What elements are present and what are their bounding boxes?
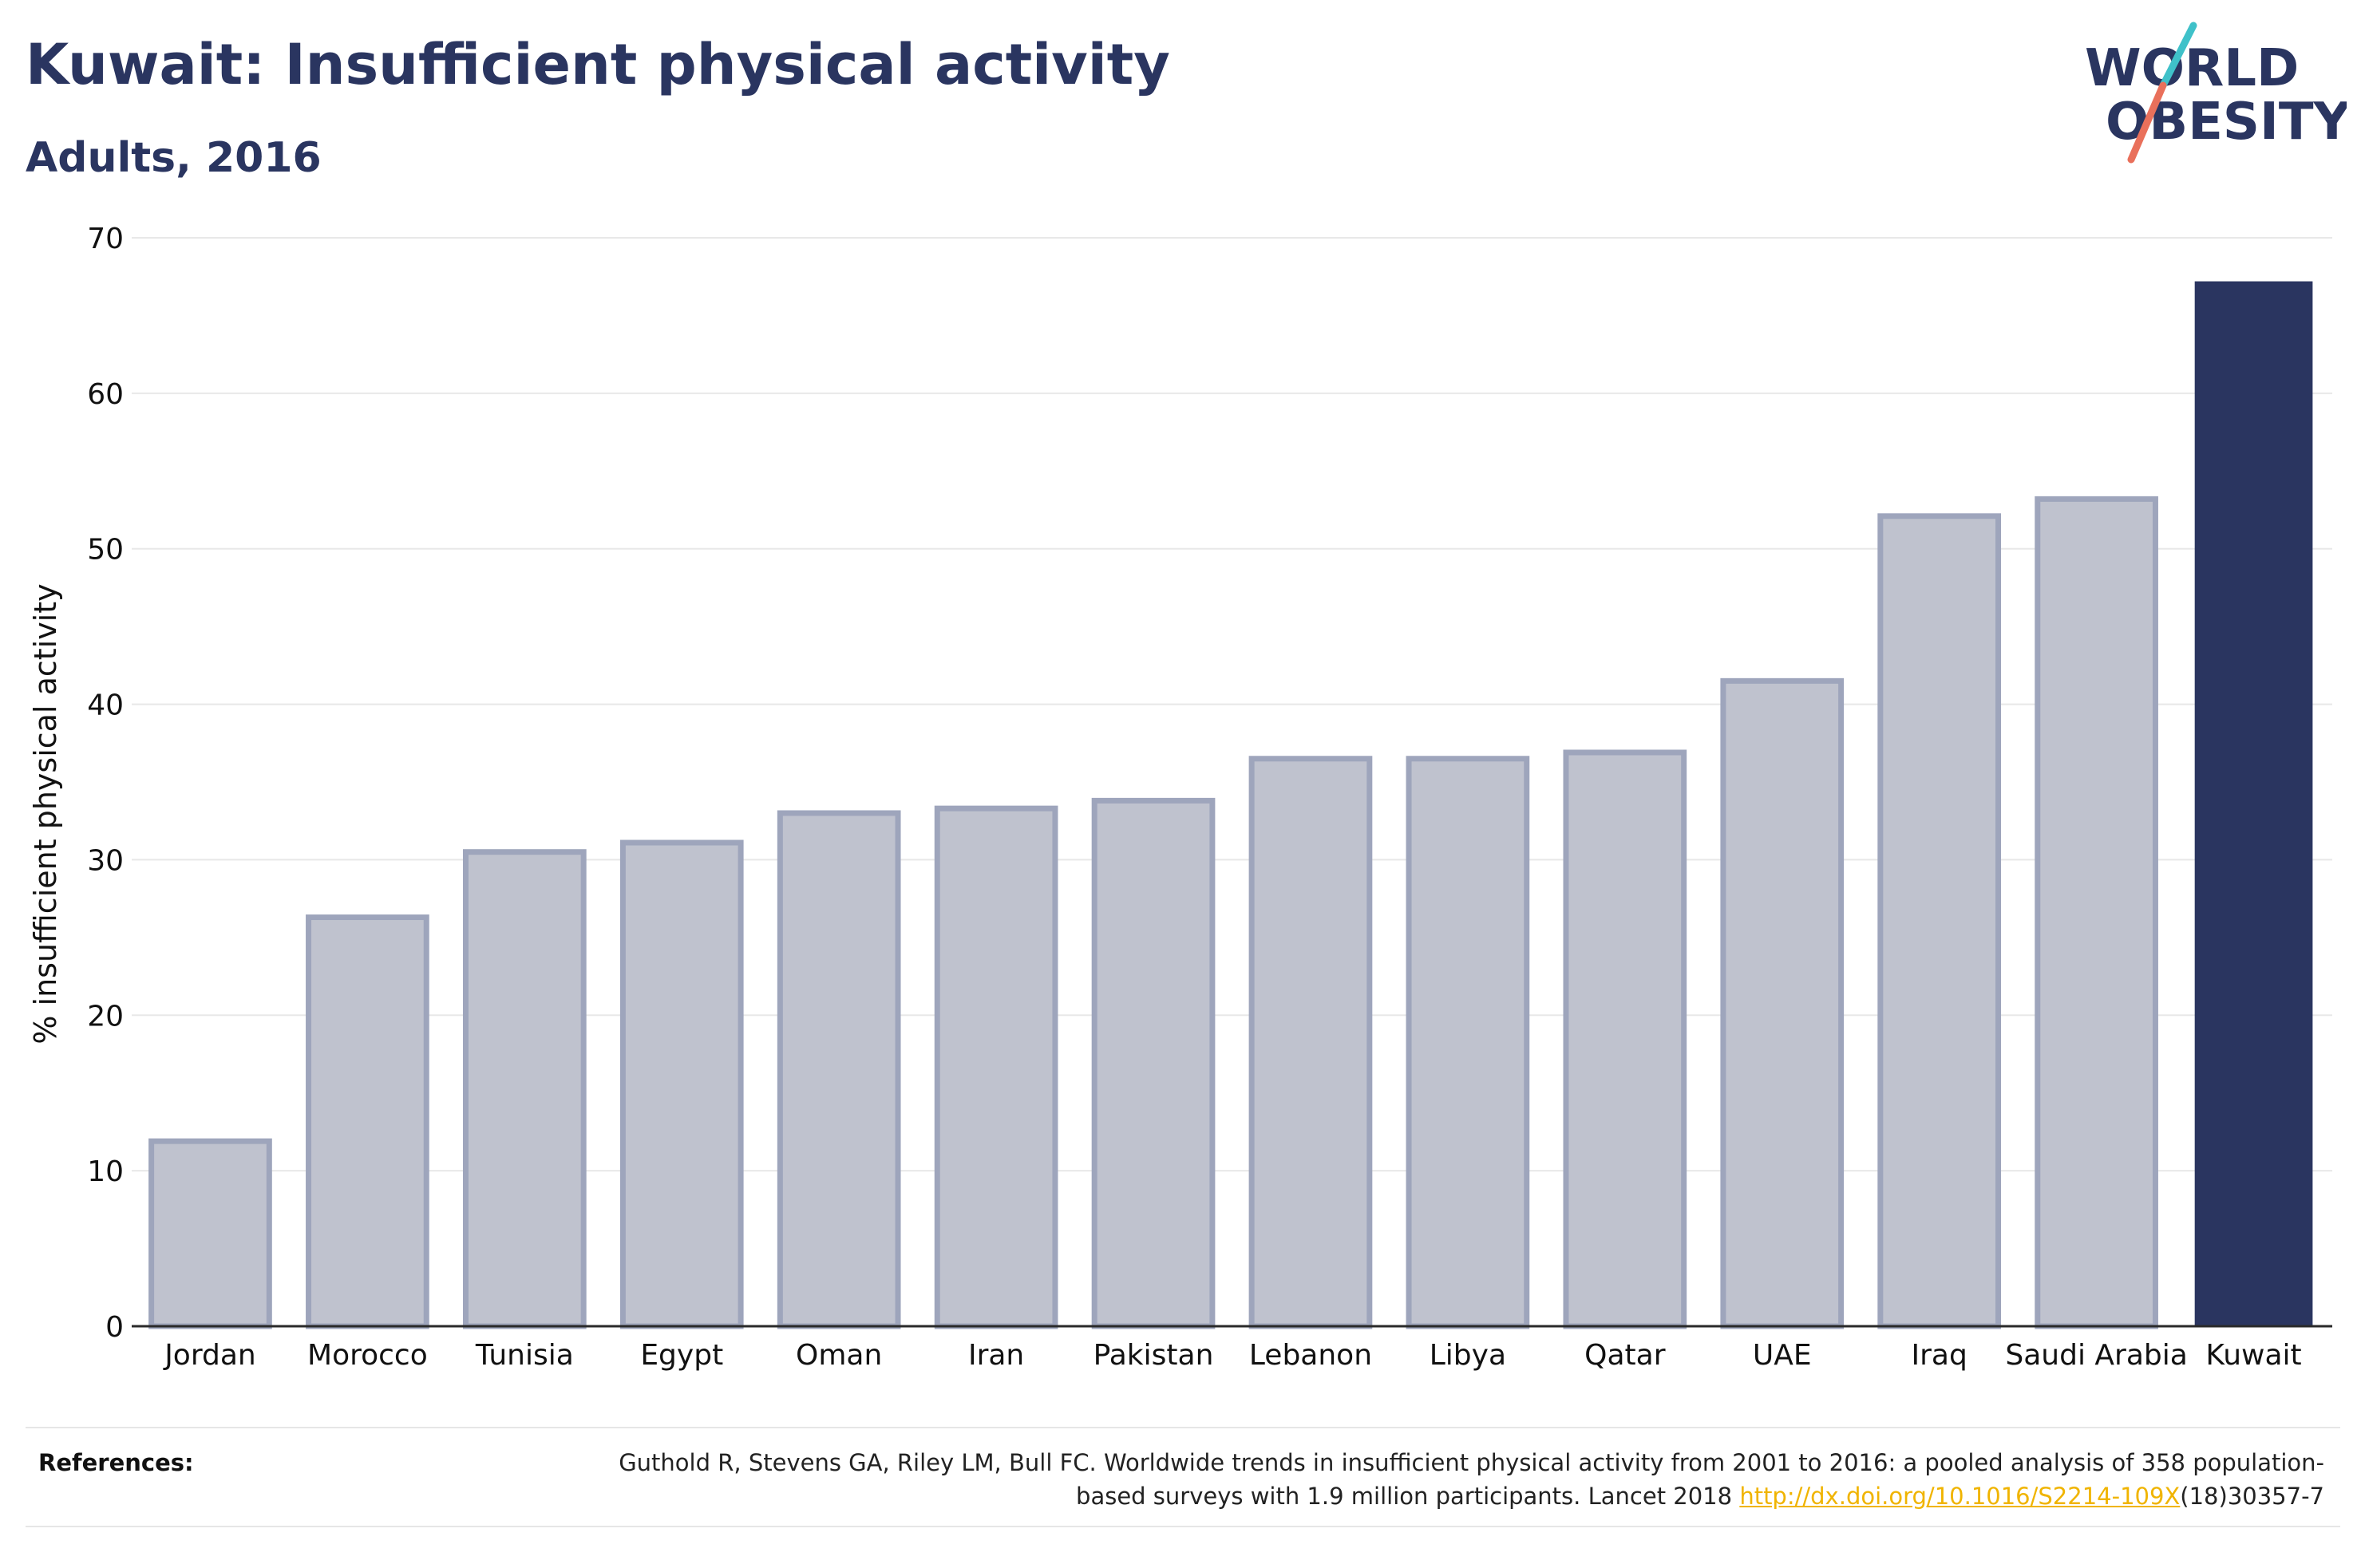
x-tick-label-tunisia: Tunisia (475, 1339, 574, 1372)
bar-morocco (306, 914, 429, 1329)
references-divider-bottom (26, 1526, 2340, 1527)
x-tick-labels: Jordan Morocco Tunisia Egypt Oman Iran Pakista… (163, 1339, 2301, 1372)
y-tick-label-10: 10 (87, 1155, 124, 1188)
grid-lines (132, 237, 2332, 1172)
y-tick-label-40: 40 (87, 689, 124, 722)
y-tick-label-70: 70 (87, 223, 124, 255)
bar-iraq (1877, 513, 2002, 1329)
x-tick-label-libya: Libya (1430, 1339, 1506, 1372)
logo-word-world: WORLD (2085, 39, 2299, 98)
x-tick-label-oman: Oman (796, 1339, 882, 1372)
x-tick-label-lebanon: Lebanon (1249, 1339, 1372, 1372)
bar-pakistan (1091, 797, 1216, 1329)
bar-chart: 0 10 20 30 40 50 60 70 Jordan Morocco Tunisia Egyp… (28, 223, 2332, 1372)
chart-subtitle: Adults, 2016 (26, 134, 322, 182)
bar-kuwait (2194, 281, 2313, 1326)
x-tick-label-morocco: Morocco (307, 1339, 428, 1372)
references-text: Guthold R, Stevens GA, Riley LM, Bull FC… (608, 1446, 2324, 1513)
logo-slash-teal (2159, 22, 2197, 89)
bar-tunisia (462, 849, 587, 1329)
logo-slash-coral (2127, 81, 2167, 164)
references-label: References: (38, 1449, 194, 1476)
bar-oman (777, 810, 901, 1329)
x-tick-label-pakistan: Pakistan (1093, 1339, 1214, 1372)
x-tick-label-egypt: Egypt (640, 1339, 723, 1372)
y-tick-label-60: 60 (87, 378, 124, 411)
y-axis-label: % insufficient physical activity (28, 583, 63, 1044)
bar-qatar (1563, 749, 1687, 1329)
bar-libya (1406, 756, 1530, 1329)
references-doi-link[interactable]: http://dx.doi.org/10.1016/S2214-109X (1739, 1483, 2181, 1510)
x-tick-label-uae: UAE (1753, 1339, 1812, 1372)
bar-saudi-arabia (2035, 496, 2158, 1329)
x-tick-label-saudi-arabia: Saudi Arabia (2005, 1339, 2187, 1372)
chart-title: Kuwait: Insufficient physical activity (26, 32, 1170, 97)
x-tick-label-iran: Iran (968, 1339, 1024, 1372)
y-tick-label-0: 0 (105, 1311, 124, 1344)
y-tick-label-50: 50 (87, 534, 124, 567)
world-obesity-logo: WORLD OBESITY (2085, 22, 2347, 164)
x-tick-label-iraq: Iraq (1912, 1339, 1968, 1372)
y-tick-label-20: 20 (87, 1000, 124, 1033)
references-citation-suffix: (18)30357-7 (2180, 1483, 2324, 1510)
bar-iran (934, 805, 1058, 1329)
bar-egypt (619, 839, 744, 1329)
y-tick-label-30: 30 (87, 844, 124, 877)
bars (148, 281, 2313, 1329)
x-tick-label-qatar: Qatar (1584, 1339, 1666, 1372)
references-divider-top (26, 1427, 2340, 1428)
bar-uae (1720, 677, 1845, 1329)
x-tick-label-jordan: Jordan (163, 1339, 256, 1372)
references-citation: Guthold R, Stevens GA, Riley LM, Bull FC… (619, 1449, 2324, 1510)
x-tick-label-kuwait: Kuwait (2205, 1339, 2301, 1372)
bar-jordan (148, 1138, 272, 1329)
y-tick-labels: 0 10 20 30 40 50 60 70 (87, 223, 124, 1344)
bar-lebanon (1248, 756, 1373, 1329)
